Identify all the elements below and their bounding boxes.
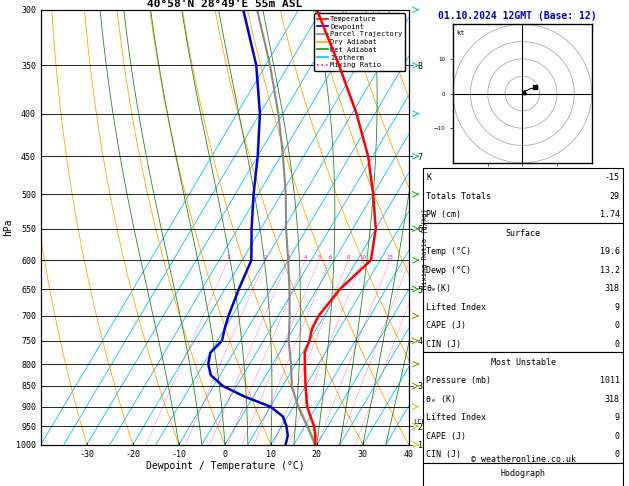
Text: CIN (J): CIN (J) <box>426 451 462 459</box>
Text: Lifted Index: Lifted Index <box>426 303 486 312</box>
Text: Temp (°C): Temp (°C) <box>426 247 472 256</box>
Text: Totals Totals: Totals Totals <box>426 192 491 201</box>
Text: CIN (J): CIN (J) <box>426 340 462 348</box>
Text: 318: 318 <box>604 395 620 404</box>
Y-axis label: hPa: hPa <box>3 218 13 236</box>
Text: kt: kt <box>457 30 465 35</box>
Text: 0: 0 <box>615 451 620 459</box>
Text: 0: 0 <box>615 340 620 348</box>
Text: LCL: LCL <box>413 419 426 425</box>
Text: -15: -15 <box>604 174 620 182</box>
Text: 4: 4 <box>304 255 307 260</box>
Text: 1: 1 <box>226 255 230 260</box>
Text: 8: 8 <box>347 255 350 260</box>
Text: 3: 3 <box>287 255 290 260</box>
Text: 6: 6 <box>328 255 332 260</box>
Text: θₑ(K): θₑ(K) <box>426 284 452 293</box>
Text: θₑ (K): θₑ (K) <box>426 395 457 404</box>
Text: Hodograph: Hodograph <box>501 469 545 478</box>
Text: © weatheronline.co.uk: © weatheronline.co.uk <box>470 455 576 464</box>
Text: 0: 0 <box>615 432 620 441</box>
Text: 5: 5 <box>317 255 321 260</box>
Text: CAPE (J): CAPE (J) <box>426 321 467 330</box>
Text: Surface: Surface <box>506 229 540 238</box>
Text: Most Unstable: Most Unstable <box>491 358 555 367</box>
Text: 01.10.2024 12GMT (Base: 12): 01.10.2024 12GMT (Base: 12) <box>438 11 597 21</box>
Text: 19.6: 19.6 <box>599 247 620 256</box>
Text: 13.2: 13.2 <box>599 266 620 275</box>
Y-axis label: km
ASL: km ASL <box>432 227 447 246</box>
Text: CAPE (J): CAPE (J) <box>426 432 467 441</box>
Text: 15: 15 <box>386 255 393 260</box>
Text: 1011: 1011 <box>599 377 620 385</box>
Text: Lifted Index: Lifted Index <box>426 414 486 422</box>
Legend: Temperature, Dewpoint, Parcel Trajectory, Dry Adiabat, Wet Adiabat, Isotherm, Mi: Temperature, Dewpoint, Parcel Trajectory… <box>314 13 405 71</box>
Text: PW (cm): PW (cm) <box>426 210 462 219</box>
Title: 40°58'N 28°49'E 55m ASL: 40°58'N 28°49'E 55m ASL <box>147 0 303 9</box>
Text: 9: 9 <box>615 414 620 422</box>
Text: 2: 2 <box>264 255 267 260</box>
Text: K: K <box>426 174 431 182</box>
Text: 9: 9 <box>615 303 620 312</box>
Text: Pressure (mb): Pressure (mb) <box>426 377 491 385</box>
Text: 318: 318 <box>604 284 620 293</box>
Text: Mixing Ratio (g/kg): Mixing Ratio (g/kg) <box>421 208 428 289</box>
Text: Dewp (°C): Dewp (°C) <box>426 266 472 275</box>
X-axis label: Dewpoint / Temperature (°C): Dewpoint / Temperature (°C) <box>145 461 304 471</box>
Text: 1.74: 1.74 <box>599 210 620 219</box>
Text: 29: 29 <box>610 192 620 201</box>
Text: 0: 0 <box>615 321 620 330</box>
Text: 10: 10 <box>359 255 366 260</box>
